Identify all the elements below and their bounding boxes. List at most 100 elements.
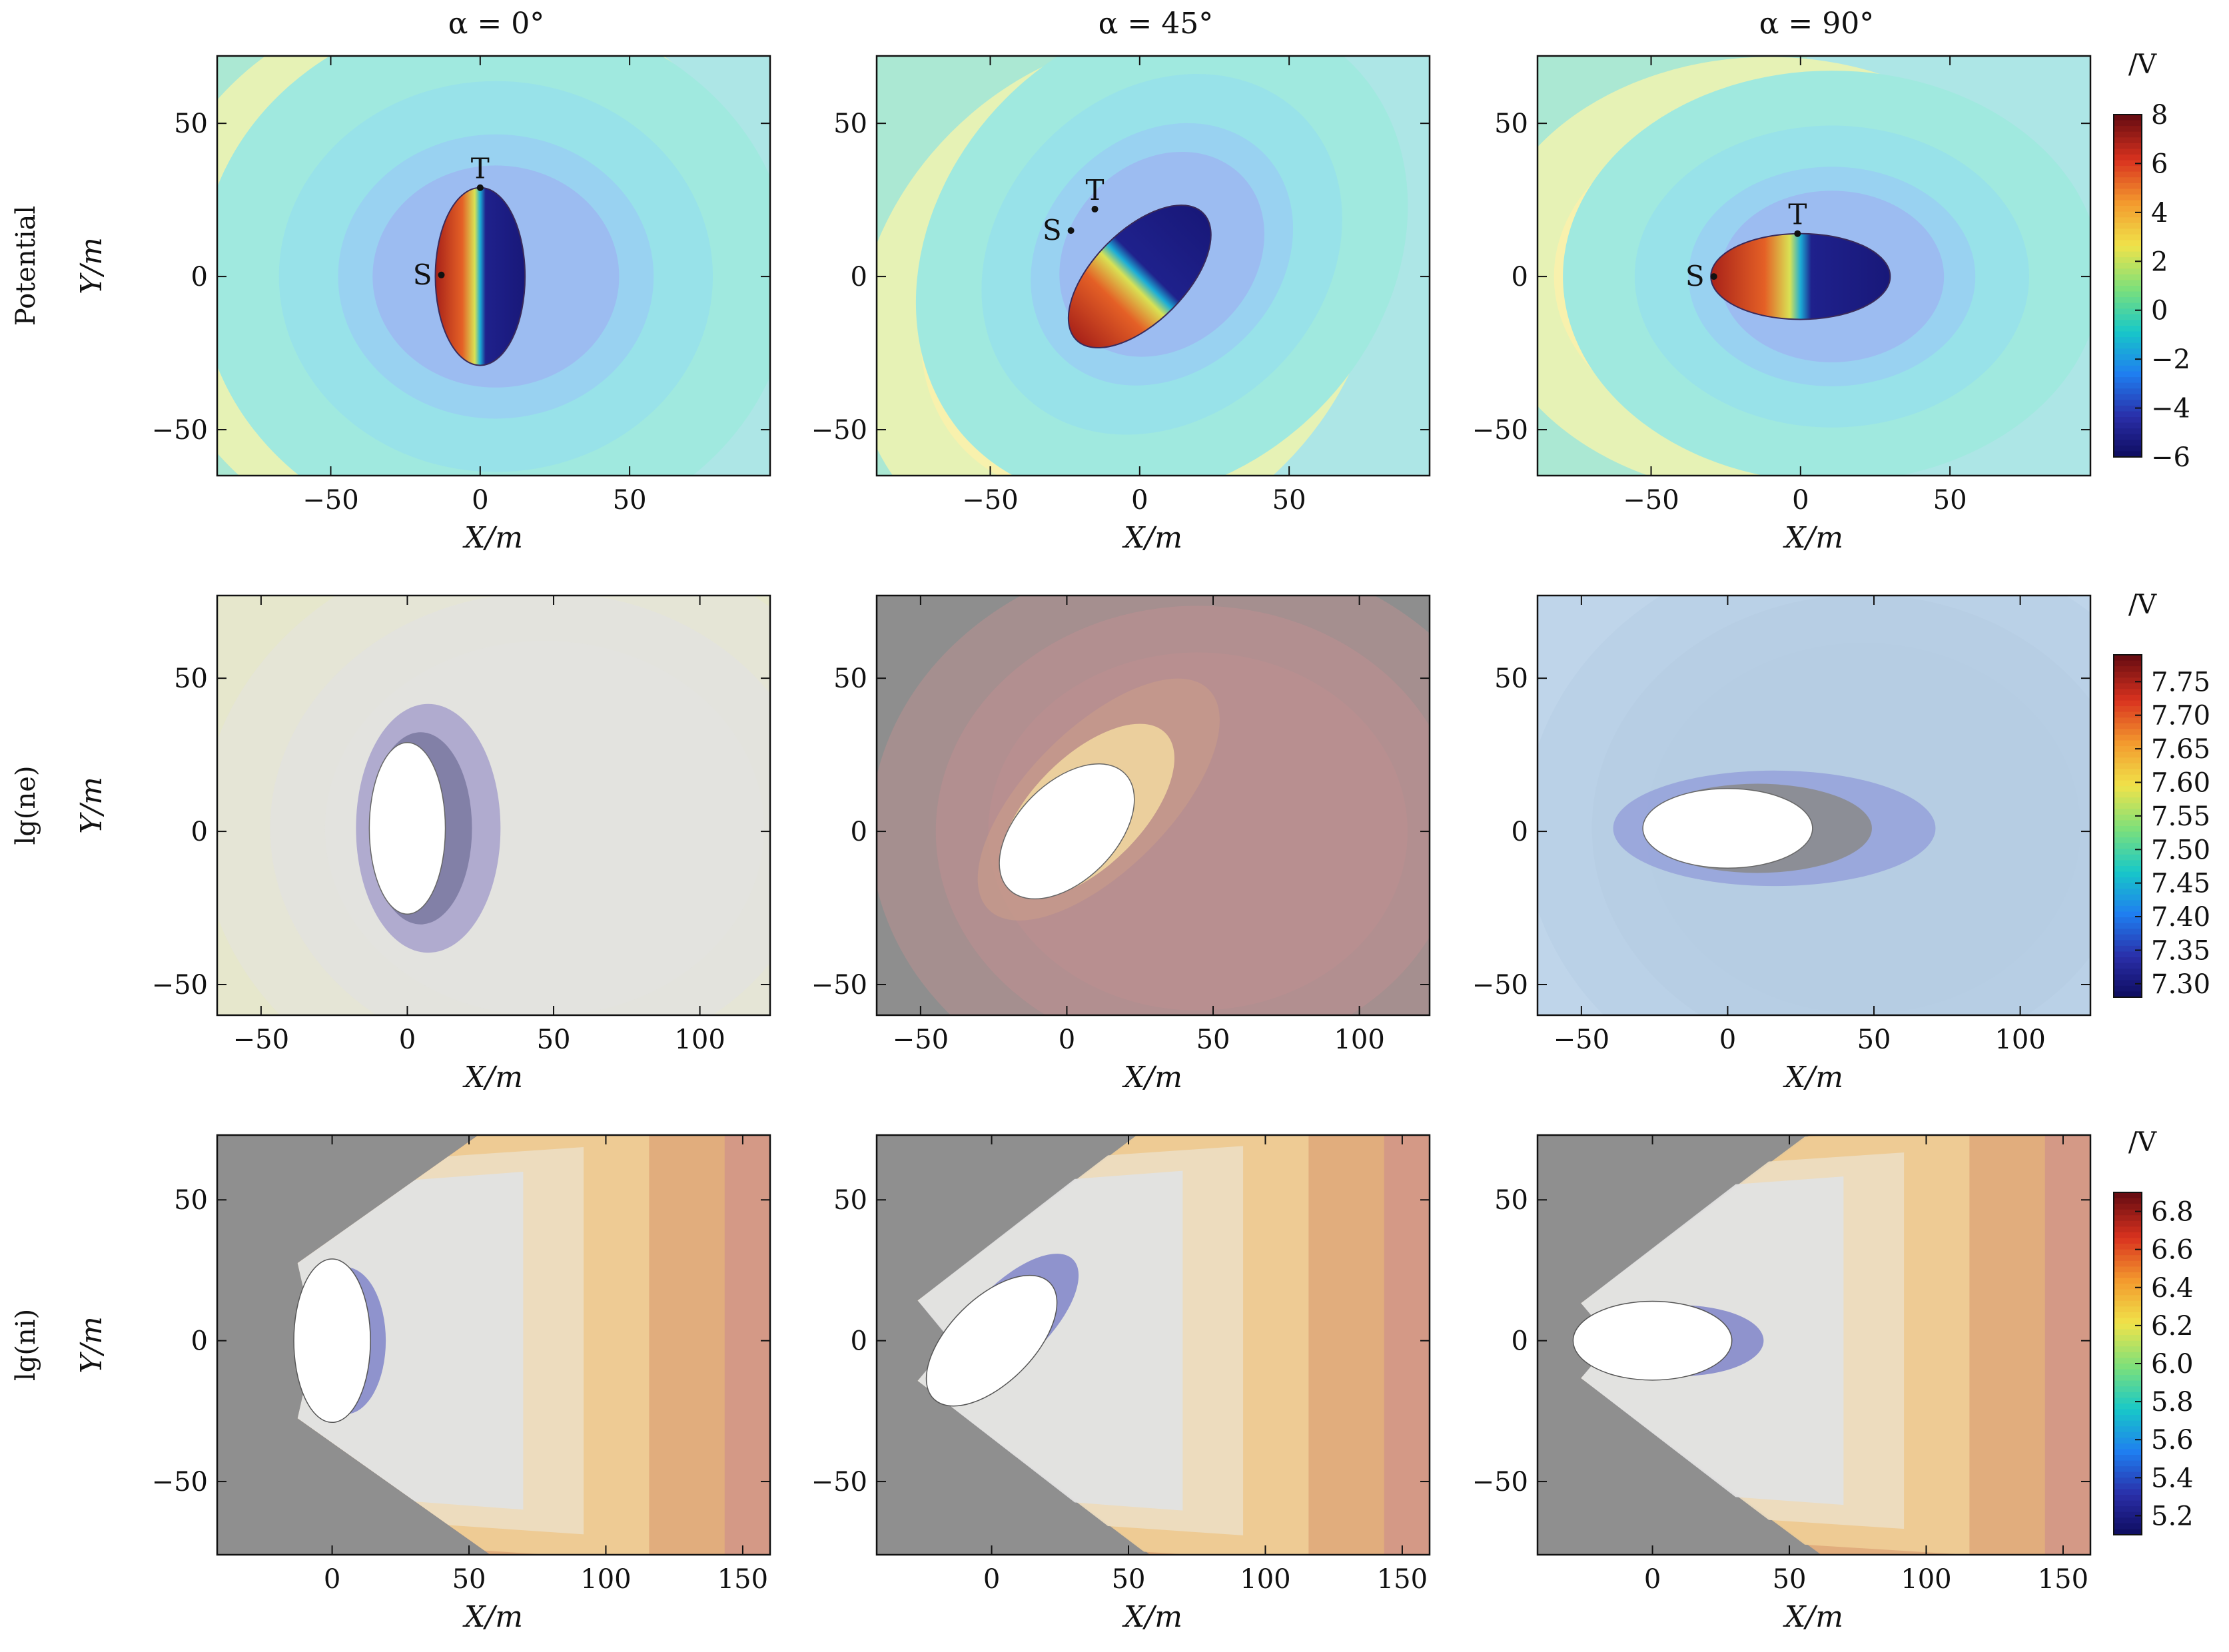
x-axis-label: X/m [1122, 1600, 1182, 1634]
colorbar-tick-label: −2 [2151, 344, 2190, 375]
x-axis-label: X/m [1122, 1060, 1182, 1094]
ellipse-body [925, 1274, 1058, 1407]
colorbar-swatch [2114, 428, 2142, 435]
x-tick-label: −50 [893, 1025, 949, 1055]
colorbar-tick-label: −6 [2151, 442, 2190, 473]
colorbar-swatch [2114, 1226, 2142, 1233]
colorbar-swatch [2114, 171, 2142, 179]
x-tick-label: 150 [1377, 1564, 1428, 1595]
x-tick-label: 0 [399, 1025, 416, 1055]
colorbar-swatch [2114, 774, 2142, 781]
colorbar-swatch [2114, 889, 2142, 895]
colorbar-swatch [2114, 683, 2142, 690]
colorbar-swatch [2114, 1272, 2142, 1279]
colorbar-swatch [2114, 826, 2142, 833]
colorbar-swatch [2114, 963, 2142, 970]
colorbar-swatch [2114, 980, 2142, 987]
colorbar-swatch [2114, 666, 2142, 673]
y-tick-label: −50 [811, 1467, 867, 1497]
colorbar-swatch [2114, 1295, 2142, 1302]
colorbar-swatch [2114, 1255, 2142, 1262]
colorbar-swatch [2114, 660, 2142, 667]
colorbar-tick-label: 6.4 [2151, 1273, 2194, 1304]
axes-frame [216, 594, 771, 1017]
panel-7: 0 50 100 150 −50 0 50 X/m Y/m lg(ni) [11, 1134, 771, 1634]
colorbar-swatch [2114, 843, 2142, 850]
colorbars: /V 8 6 4 2 0 −2 −4 −6/V 7.75 7.707.657.607.557.50 7… [2113, 49, 2210, 1535]
colorbar-swatch [2114, 1204, 2142, 1210]
colorbar-swatch [2114, 1335, 2142, 1342]
colorbar-swatch [2114, 382, 2142, 390]
colorbar-swatch [2114, 1198, 2142, 1205]
colorbar-swatch [2114, 1432, 2142, 1439]
colorbar-swatch [2114, 1278, 2142, 1285]
colorbar-swatch [2114, 217, 2142, 224]
colorbar-swatch [2114, 1443, 2142, 1450]
colorbar-swatch [2114, 1232, 2142, 1239]
colorbar-tick-label: 7.30 [2151, 969, 2210, 1000]
colorbar-swatch [2114, 934, 2142, 941]
colorbar-swatch [2114, 115, 2142, 121]
colorbar-swatch [2114, 194, 2142, 201]
x-tick-label: 50 [1933, 485, 1967, 516]
colorbar-tick-label: 7.40 [2151, 902, 2210, 933]
x-tick-label: 0 [983, 1564, 1000, 1595]
colorbar-tick-label: 7.70 [2151, 701, 2210, 731]
y-tick-label: 50 [174, 109, 208, 139]
colorbar-swatch [2114, 325, 2142, 332]
y-tick-label: 0 [191, 817, 208, 847]
colorbar-swatch [2114, 1403, 2142, 1410]
colorbar-swatch [2114, 1426, 2142, 1433]
x-tick-label: 50 [613, 485, 647, 516]
colorbar-swatch [2114, 1529, 2142, 1535]
colorbar-swatch [2114, 337, 2142, 344]
colorbar-2: /V 7.75 7.707.657.607.557.50 7.457.407.357.… [2113, 590, 2210, 1000]
y-tick-label: 0 [1512, 817, 1528, 847]
x-tick-label: 150 [2038, 1564, 2088, 1595]
colorbar-swatch [2114, 451, 2142, 458]
colorbar-swatch [2114, 131, 2142, 139]
y-tick-label: −50 [1472, 415, 1528, 446]
colorbar-swatch [2114, 854, 2142, 861]
colorbar-swatch [2114, 240, 2142, 247]
colorbar-unit: /V [2128, 49, 2157, 80]
colorbar-swatch [2114, 160, 2142, 167]
colorbar-swatch [2114, 388, 2142, 395]
colorbar-swatch [2114, 200, 2142, 207]
colorbar-swatch [2114, 1249, 2142, 1256]
panel-3: −50 0 50 −50 0 50 X/m S T [1472, 55, 2092, 555]
colorbar-swatch [2114, 445, 2142, 452]
colorbar-swatch [2114, 1266, 2142, 1273]
colorbar-swatch [2114, 1238, 2142, 1245]
colorbar-tick-label: 7.50 [2151, 835, 2210, 865]
x-axis-label: X/m [1783, 1060, 1843, 1094]
y-tick-label: 50 [1494, 109, 1528, 139]
x-tick-label: 0 [472, 485, 488, 516]
colorbar-tick-label: 8 [2151, 100, 2168, 131]
y-tick-label: −50 [152, 970, 208, 1001]
colorbar-swatch [2114, 440, 2142, 446]
field-image [1538, 596, 2090, 1015]
x-tick-label: 50 [452, 1564, 486, 1595]
point-label-T: T [1086, 174, 1105, 206]
colorbar-swatch [2114, 694, 2142, 701]
colorbar-swatch [2114, 1306, 2142, 1313]
colorbar-tick-label: 6.0 [2151, 1349, 2194, 1380]
ellipse-body [293, 1258, 371, 1424]
ellipse-body [999, 763, 1135, 900]
colorbar-swatch [2114, 1466, 2142, 1473]
colorbar-swatch [2114, 849, 2142, 855]
x-tick-label: 0 [1792, 485, 1809, 516]
x-tick-label: 100 [1901, 1564, 1951, 1595]
y-tick-label: 0 [851, 1326, 867, 1357]
colorbar-swatch [2114, 940, 2142, 947]
colorbar-swatch [2114, 911, 2142, 919]
field-image [217, 56, 770, 476]
x-tick-label: −50 [1623, 485, 1679, 516]
colorbar-tick-label: 7.55 [2151, 801, 2210, 832]
x-axis-label: X/m [462, 1060, 523, 1094]
colorbar-swatch [2114, 671, 2142, 679]
colorbar-swatch [2114, 257, 2142, 264]
colorbar-swatch [2114, 331, 2142, 338]
x-axis-label: X/m [1122, 521, 1182, 555]
